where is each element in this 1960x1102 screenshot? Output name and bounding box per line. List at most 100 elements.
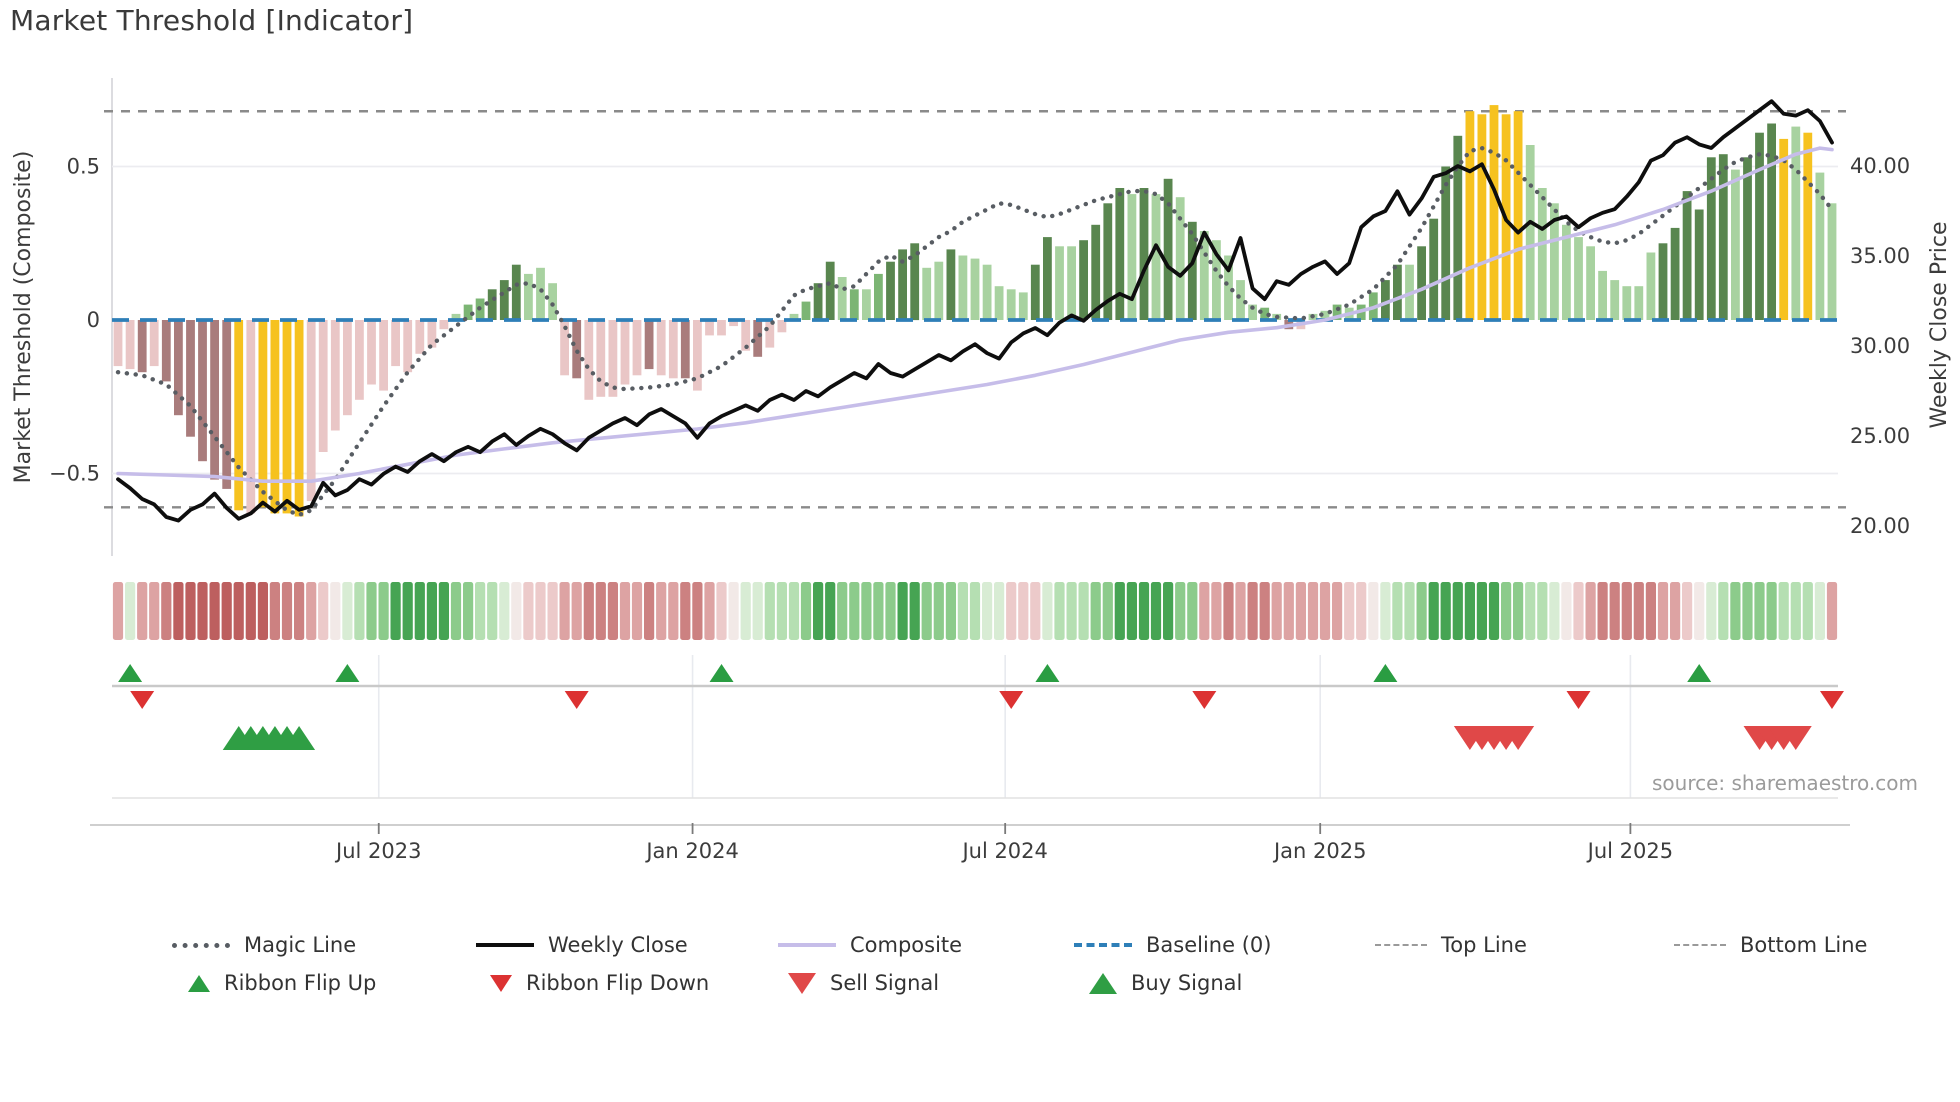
ribbon-heat-cell [487, 582, 498, 640]
threshold-bar [1212, 240, 1221, 320]
legend-item-composite: Composite [778, 930, 962, 960]
threshold-bar [1381, 280, 1390, 320]
threshold-bar [1670, 227, 1680, 320]
threshold-bar [922, 267, 932, 320]
ribbon-heat-cell [306, 582, 317, 640]
threshold-bar [1091, 224, 1101, 320]
threshold-bar [753, 320, 763, 357]
threshold-bar [1018, 292, 1028, 320]
ribbon-heat-cell [1271, 582, 1282, 640]
ribbon-heat-cell [1090, 582, 1101, 640]
ribbon-heat-cell [1525, 582, 1536, 640]
ribbon-heat-cell [982, 582, 993, 640]
ribbon-heat-cell [1766, 582, 1777, 640]
threshold-bar [1525, 145, 1535, 320]
ribbon-heat-cell [1283, 582, 1294, 640]
ribbon-heat-cell [837, 582, 848, 640]
ribbon-heat-cell [269, 582, 280, 640]
threshold-bar [1441, 166, 1451, 320]
threshold-bar [1731, 169, 1740, 320]
threshold-bar [705, 320, 714, 336]
ribbon-heat-cell [1211, 582, 1222, 640]
threshold-bar [1537, 188, 1547, 320]
weekly-close-line [116, 99, 1834, 523]
threshold-bar [1550, 203, 1559, 320]
threshold-bar [234, 320, 244, 511]
threshold-bar [343, 320, 352, 416]
ribbon-heat-cell [402, 582, 413, 640]
threshold-bar [451, 313, 461, 320]
threshold-bar [632, 320, 642, 376]
legend-line-swatch [1674, 944, 1726, 946]
triangle-down-icon [788, 972, 816, 994]
threshold-bar [463, 304, 473, 320]
threshold-bar [789, 313, 799, 320]
threshold-bar [982, 264, 992, 320]
ribbon-heat-cell [994, 582, 1005, 640]
ribbon-flip-up-marker [1687, 664, 1712, 682]
ribbon-heat-cell [450, 582, 462, 640]
ribbon-heat-cell [1585, 582, 1596, 640]
threshold-bar [222, 320, 232, 489]
ribbon-heat-cell [1645, 582, 1656, 640]
x-axis-tick-label: Jul 2023 [334, 839, 421, 863]
ribbon-heat-cell [776, 582, 787, 640]
ribbon-flip-down-marker [1192, 691, 1217, 709]
threshold-bar [1055, 246, 1064, 320]
threshold-bar [1803, 132, 1813, 320]
legend-item-ribbon-flip-down: Ribbon Flip Down [490, 968, 709, 998]
threshold-bar [1718, 154, 1728, 320]
ribbon-heat-cell [330, 582, 341, 640]
ribbon-heat-cell [1223, 582, 1234, 640]
ribbon-heat-cell [523, 582, 534, 640]
threshold-bar [656, 320, 666, 376]
threshold-bar [765, 320, 775, 348]
ribbon-flip-down-marker [1566, 691, 1591, 709]
ribbon-heat-cell [1392, 582, 1403, 640]
threshold-bar [1574, 237, 1583, 320]
ribbon-heat-cell [342, 582, 353, 640]
legend-label: Sell Signal [830, 971, 940, 995]
threshold-bar [1827, 203, 1837, 320]
ribbon-heat-cell [1597, 582, 1608, 640]
threshold-bar [1791, 126, 1801, 320]
threshold-bar [1610, 280, 1620, 320]
ribbon-heat-cell [619, 582, 631, 640]
legend-line-swatch [1375, 944, 1427, 946]
threshold-bar [813, 283, 823, 320]
ribbon-heat-cell [1718, 582, 1729, 640]
ribbon-heat-cell [112, 582, 124, 640]
ribbon-heat-cell [692, 582, 703, 640]
threshold-bar [1199, 231, 1209, 320]
threshold-bar [741, 320, 751, 351]
ribbon-heat-cell [800, 582, 812, 640]
threshold-bar [1224, 255, 1233, 320]
threshold-bar [270, 320, 280, 514]
ribbon-heat-cell [1440, 582, 1451, 640]
x-axis-tick-label: Jul 2024 [960, 839, 1047, 863]
ribbon-heat-cell [631, 582, 643, 640]
ribbon-heat-cell [209, 582, 220, 640]
threshold-bar [1513, 111, 1523, 320]
ribbon-heat-cell [656, 582, 667, 640]
threshold-bar [1815, 172, 1825, 320]
ribbon-heat-cell [281, 582, 293, 640]
threshold-bar [1043, 237, 1052, 320]
ribbon-heat-cell [1295, 582, 1306, 640]
ribbon-heat-cell [1682, 582, 1693, 640]
ribbon-heat-cell [366, 582, 377, 640]
legend-line-swatch [778, 943, 836, 947]
threshold-bar [427, 320, 437, 348]
ribbon-heat-cell [1126, 582, 1137, 640]
threshold-bar [487, 289, 497, 320]
threshold-bar [1767, 123, 1776, 320]
ribbon-heat-cell [969, 582, 981, 640]
threshold-bar [1030, 264, 1040, 320]
ribbon-heat-cell [499, 582, 510, 640]
threshold-bar [1079, 240, 1088, 320]
ribbon-heat-cell [318, 582, 329, 640]
ribbon-heat-cell [233, 582, 244, 640]
ribbon-heat-cell [1754, 582, 1765, 640]
threshold-bar [620, 320, 630, 385]
